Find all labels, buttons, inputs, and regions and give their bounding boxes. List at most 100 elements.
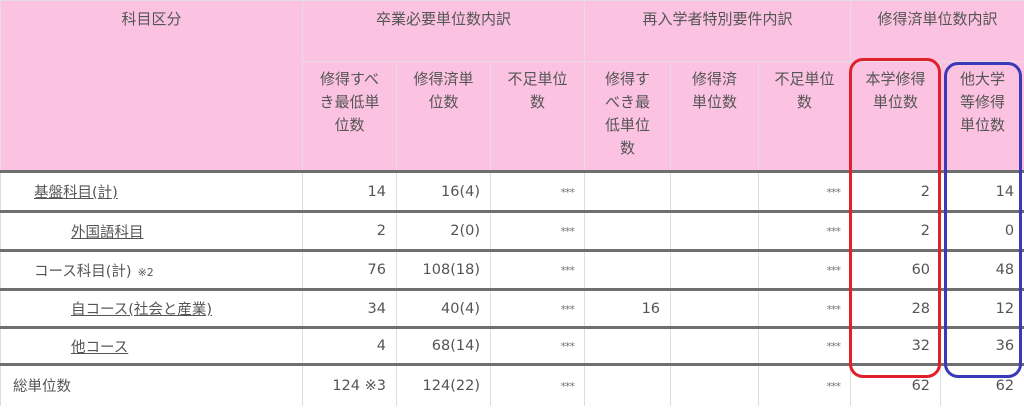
header-row-sub: 修得すべき最低単位数 修得済単位数 不足単位数 修得すべき最低単位数 修得済単位数 不足単… [1,61,1024,172]
value-cell: 4 [302,326,397,365]
value-cell: 14 [940,170,1024,212]
header-sub-1: 修得済単位数 [396,61,491,172]
value-cell: *** [758,170,852,212]
table-row: 自コース(社会と産業) 34 40(4) *** 16 *** 28 12 [0,288,1024,328]
not-applicable-mark: *** [826,185,841,199]
cell-value: 4 [376,338,386,354]
cell-value: 16(4) [441,183,480,200]
value-cell: *** [489,210,586,251]
value-cell: *** [489,170,586,212]
header-sub-4: 修得済単位数 [670,61,760,172]
category-link[interactable]: 外国語科目 [71,224,144,241]
value-cell [670,210,760,251]
cell-value: 14 [995,183,1015,200]
not-applicable-mark: *** [560,340,575,353]
value-cell: *** [758,326,852,365]
cell-value: 2 [920,223,931,239]
cell-value: 108(18) [422,262,480,278]
not-applicable-mark: *** [826,225,841,238]
category-label: コース科目(計) [34,263,132,280]
table-row: 総単位数 124 ※3 124(22) *** *** 62 62 [0,363,1024,406]
value-cell: 124 ※3 [302,363,397,406]
cell-value: 2 [376,223,386,239]
header-sub-7: 他大学等修得単位数 [940,61,1024,172]
value-cell: 14 [302,170,397,212]
category-label: 総単位数 [13,379,71,396]
value-cell [670,170,760,212]
row-label-cell: 総単位数 [0,363,303,406]
not-applicable-mark: *** [560,185,575,199]
row-label-cell: 自コース(社会と産業) [0,288,303,328]
row-label-cell: コース科目(計) ※2 [0,249,303,290]
value-cell: *** [758,210,852,251]
value-cell: 2 [850,210,942,251]
not-applicable-mark: *** [826,264,841,277]
cell-value: 62 [911,377,931,394]
cell-value: 40(4) [441,300,480,317]
header-sub-3: 修得すべき最低単位数 [584,61,672,172]
header-row-groups: 科目区分 卒業必要単位数内訳 再入学者特別要件内訳 修得済単位数内訳 [0,0,1024,172]
cell-value: 60 [911,262,931,278]
table-row: 基盤科目(計) 14 16(4) *** *** 2 14 [0,170,1024,212]
value-cell: 16(4) [396,170,491,212]
value-cell [670,249,760,290]
header-sub-5: 不足単位数 [758,61,852,172]
value-cell: 68(14) [396,326,491,365]
value-cell [670,363,760,406]
value-cell [584,170,672,212]
value-cell [584,210,672,251]
not-applicable-mark: *** [826,340,841,353]
value-cell: *** [489,363,586,406]
not-applicable-mark: *** [826,302,841,316]
header-sub-0: 修得すべき最低単位数 [302,61,397,172]
cell-value: 14 [367,183,386,200]
cell-value: 124(22) [422,377,480,394]
category-link[interactable]: 基盤科目(計) [34,185,118,201]
value-cell: 76 [302,249,397,290]
cell-value: 124 ※3 [332,377,386,394]
row-label-cell: 外国語科目 [0,210,303,251]
value-cell: *** [758,249,852,290]
not-applicable-mark: *** [560,225,575,238]
value-cell: *** [489,249,586,290]
value-cell: 16 [584,288,672,328]
value-cell [584,249,672,290]
value-cell: 62 [850,363,942,406]
table-row: コース科目(計) ※2 76 108(18) *** *** 60 48 [0,249,1024,290]
not-applicable-mark: *** [560,264,575,277]
cell-value: 16 [641,300,661,317]
value-cell [584,326,672,365]
cell-value: 34 [367,300,386,317]
value-cell: 2(0) [396,210,491,251]
header-breakdown-group: 修得済単位数内訳 [850,0,1024,62]
header-sub-6: 本学修得単位数 [850,61,942,172]
credits-table: 科目区分 卒業必要単位数内訳 再入学者特別要件内訳 修得済単位数内訳 修得すべき… [0,0,1024,406]
value-cell: 12 [940,288,1024,328]
value-cell: 0 [940,210,1024,251]
value-cell: 108(18) [396,249,491,290]
not-applicable-mark: *** [560,379,575,393]
table-row: 他コース 4 68(14) *** *** 32 36 [0,326,1024,365]
header-sub-2: 不足単位数 [489,61,586,172]
not-applicable-mark: *** [826,379,841,393]
value-cell [670,288,760,328]
value-cell: *** [758,288,852,328]
value-cell: *** [489,288,586,328]
value-cell [670,326,760,365]
value-cell: *** [758,363,852,406]
cell-value: 48 [995,262,1015,278]
cell-value: 0 [1004,223,1015,239]
value-cell: 48 [940,249,1024,290]
cell-value: 36 [995,338,1015,354]
value-cell: 28 [850,288,942,328]
table-body: 基盤科目(計) 14 16(4) *** *** 2 14 外国語科目 2 2(0) *** *** 2… [0,170,1024,406]
value-cell: 40(4) [396,288,491,328]
value-cell: 60 [850,249,942,290]
cell-value: 32 [911,338,931,354]
category-link[interactable]: 自コース(社会と産業) [71,302,213,318]
cell-value: 62 [995,377,1015,394]
value-cell: *** [489,326,586,365]
table-row: 外国語科目 2 2(0) *** *** 2 0 [0,210,1024,251]
category-link[interactable]: 他コース [71,339,129,356]
header-category: 科目区分 [0,0,303,172]
